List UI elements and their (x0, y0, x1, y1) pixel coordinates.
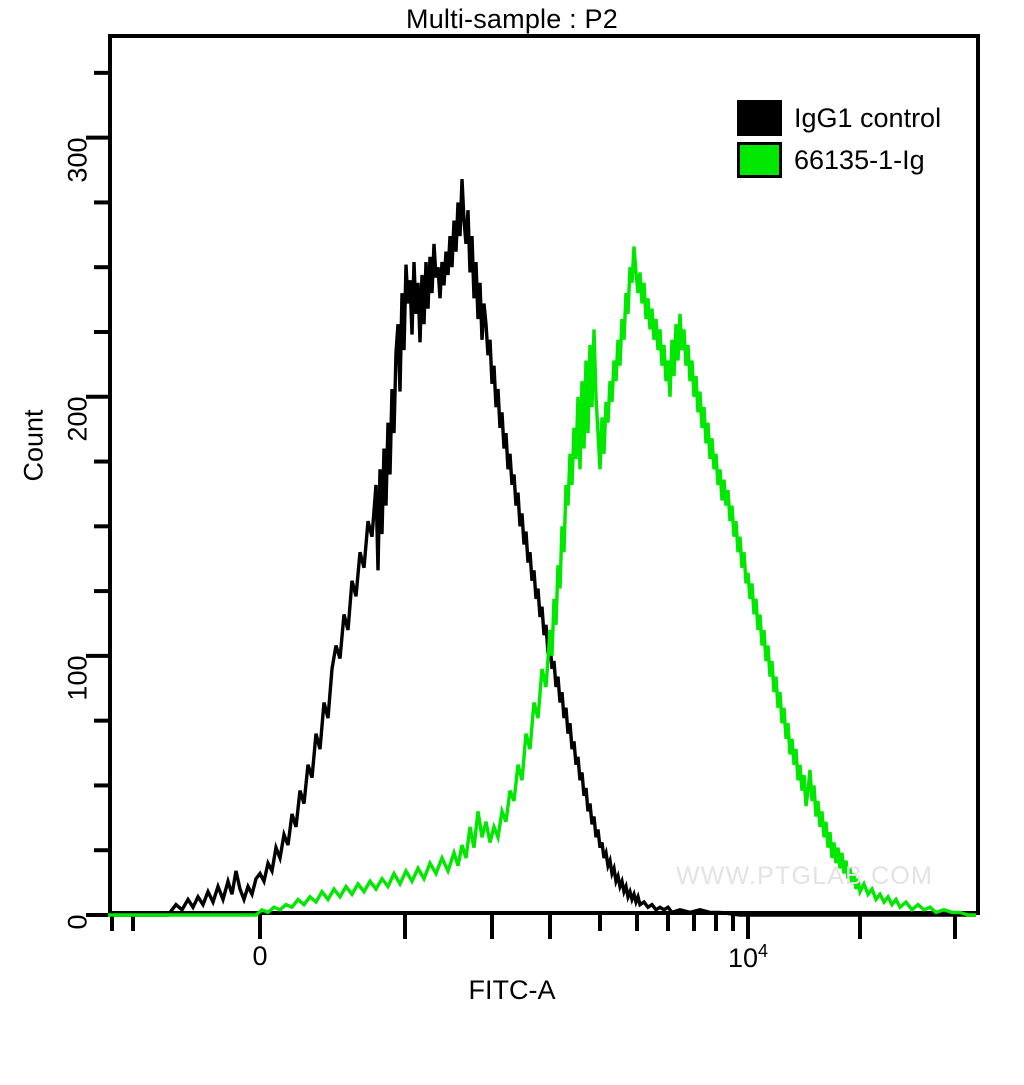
x-tick-label: 104 (727, 941, 769, 973)
legend-item-label: IgG1 control (794, 102, 942, 133)
watermark: WWW.PTGLAB.COM (676, 862, 934, 890)
chart-title: Multi-sample : P2 (406, 4, 618, 34)
plot-canvas (86, 70, 976, 939)
legend-swatch-icon (737, 100, 782, 136)
y-tick-label: 100 (62, 655, 93, 701)
series-layer (108, 179, 976, 917)
x-tick-label: 0 (252, 941, 268, 971)
legend-item-1[interactable]: 66135-1-Ig (737, 139, 941, 181)
x-axis-label: FITC-A (468, 975, 556, 1005)
legend-item-0[interactable]: IgG1 control (737, 97, 941, 139)
chart-legend: IgG1 control 66135-1-Ig (737, 97, 941, 181)
flow-cytometry-histogram: Multi-sample : P2 0 100 200 300 0 104 Count … (18, 4, 980, 1005)
plot-frame (108, 34, 980, 915)
y-tick-label: 300 (62, 137, 93, 183)
series-curve-1 (108, 246, 976, 917)
y-axis-label: Count (18, 409, 49, 482)
legend-swatch-icon (737, 142, 782, 178)
series-curve-0 (108, 179, 976, 917)
axis-ticks (86, 70, 957, 939)
y-tick-label: 200 (62, 396, 93, 442)
legend-item-label: 66135-1-Ig (794, 144, 925, 175)
